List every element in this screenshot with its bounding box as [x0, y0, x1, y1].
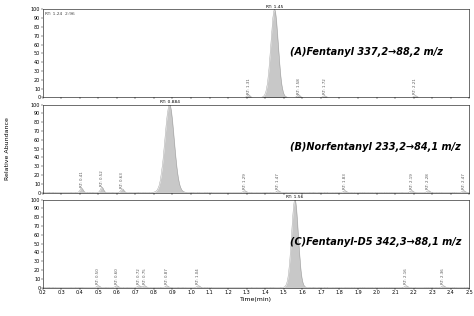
Text: RT: 1.83: RT: 1.83 — [343, 174, 347, 189]
Text: RT: 1.24  2:96: RT: 1.24 2:96 — [45, 12, 74, 16]
Text: RT: 1.29: RT: 1.29 — [243, 174, 247, 189]
Text: RT: 1.56: RT: 1.56 — [286, 195, 304, 199]
Text: RT: 0.50: RT: 0.50 — [96, 269, 100, 284]
X-axis label: Time(min): Time(min) — [240, 297, 272, 302]
Text: (C)Fentanyl-D5 342,3→88,1 m/z: (C)Fentanyl-D5 342,3→88,1 m/z — [290, 237, 462, 247]
Text: (A)Fentanyl 337,2→88,2 m/z: (A)Fentanyl 337,2→88,2 m/z — [290, 47, 443, 57]
Text: RT: 0.75: RT: 0.75 — [143, 269, 146, 284]
Text: RT: 2.21: RT: 2.21 — [413, 79, 418, 94]
Text: (B)Norfentanyl 233,2→84,1 m/z: (B)Norfentanyl 233,2→84,1 m/z — [290, 142, 461, 152]
Text: RT: 1.45: RT: 1.45 — [266, 5, 283, 9]
Text: RT: 1.72: RT: 1.72 — [323, 79, 327, 94]
Text: RT: 0.41: RT: 0.41 — [80, 171, 83, 187]
Text: RT: 0.884: RT: 0.884 — [160, 100, 180, 104]
Text: RT: 2.16: RT: 2.16 — [404, 269, 408, 284]
Text: RT: 0.52: RT: 0.52 — [100, 170, 104, 186]
Text: RT: 2.47: RT: 2.47 — [462, 174, 465, 189]
Text: RT: 2.19: RT: 2.19 — [410, 174, 414, 189]
Text: RT: 0.60: RT: 0.60 — [115, 269, 119, 284]
Text: Relative Abundance: Relative Abundance — [5, 117, 9, 180]
Text: RT: 0.72: RT: 0.72 — [137, 269, 141, 284]
Text: RT: 2.28: RT: 2.28 — [427, 174, 430, 189]
Text: RT: 0.63: RT: 0.63 — [120, 172, 124, 188]
Text: RT: 1.47: RT: 1.47 — [276, 174, 280, 189]
Text: RT: 1.04: RT: 1.04 — [196, 269, 201, 284]
Text: RT: 0.87: RT: 0.87 — [165, 269, 169, 284]
Text: RT: 1.58: RT: 1.58 — [297, 78, 301, 94]
Text: RT: 1.31: RT: 1.31 — [246, 78, 251, 94]
Text: RT: 2.36: RT: 2.36 — [441, 269, 445, 284]
